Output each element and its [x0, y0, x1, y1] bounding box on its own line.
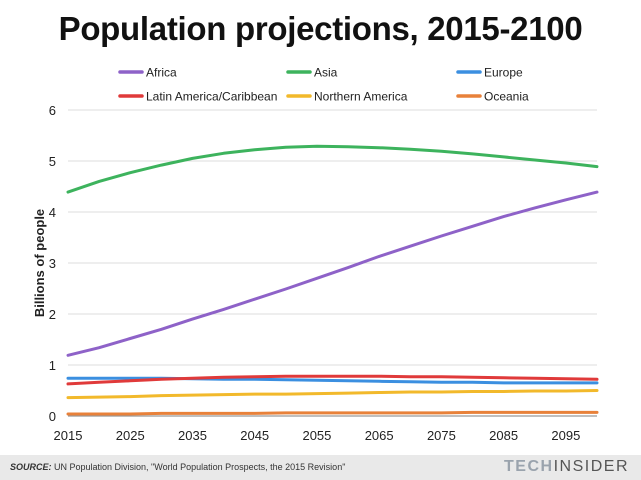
y-tick-label: 6: [49, 103, 56, 118]
legend-label: Africa: [146, 66, 177, 80]
source-note: SOURCE: UN Population Division, "World P…: [10, 462, 345, 472]
y-tick-label: 3: [49, 256, 56, 271]
y-axis-ticks: 0 1 2 3 4 5 6: [49, 103, 56, 424]
y-axis-label: Billions of people: [32, 209, 47, 317]
y-tick-label: 5: [49, 154, 56, 169]
series-line-oceania: [66, 410, 599, 416]
y-tick-label: 1: [49, 358, 56, 373]
tech-insider-logo: TECHINSIDER: [504, 458, 629, 476]
y-tick-label: 0: [49, 409, 56, 424]
x-tick-label: 2085: [489, 428, 518, 443]
footer-bar: SOURCE: UN Population Division, "World P…: [0, 455, 641, 480]
x-tick-label: 2065: [365, 428, 394, 443]
legend-label: Oceania: [484, 90, 529, 104]
x-axis-ticks: 2015 2025 2035 2045 2055 2065 2075 2085 2095: [54, 428, 581, 443]
x-tick-label: 2055: [302, 428, 331, 443]
population-line-chart: Africa Asia Europe Latin America/Caribbean N…: [32, 66, 599, 443]
legend-label: Northern America: [314, 90, 408, 104]
legend-label: Latin America/Caribbean: [146, 90, 277, 104]
x-tick-label: 2045: [240, 428, 269, 443]
y-tick-label: 2: [49, 307, 56, 322]
series-line-latin-america-caribbean: [66, 374, 599, 386]
legend-label: Asia: [314, 66, 338, 80]
gridlines: [68, 109, 597, 417]
x-tick-label: 2095: [551, 428, 580, 443]
y-tick-label: 4: [49, 205, 56, 220]
x-tick-label: 2075: [427, 428, 456, 443]
source-label: SOURCE:: [10, 462, 52, 472]
x-tick-label: 2035: [178, 428, 207, 443]
series-line-asia: [66, 144, 599, 194]
brand-insider: INSIDER: [553, 458, 629, 475]
chart-title: Population projections, 2015-2100: [58, 10, 583, 47]
series-lines: [66, 144, 599, 416]
legend-label: Europe: [484, 66, 523, 80]
legend: Africa Asia Europe Latin America/Caribbean N…: [118, 66, 529, 104]
x-tick-label: 2025: [116, 428, 145, 443]
series-line-northern-america: [66, 389, 599, 400]
source-text: UN Population Division, "World Populatio…: [51, 462, 346, 472]
brand-tech: TECH: [504, 458, 554, 475]
x-tick-label: 2015: [54, 428, 83, 443]
series-line-africa: [66, 190, 599, 357]
